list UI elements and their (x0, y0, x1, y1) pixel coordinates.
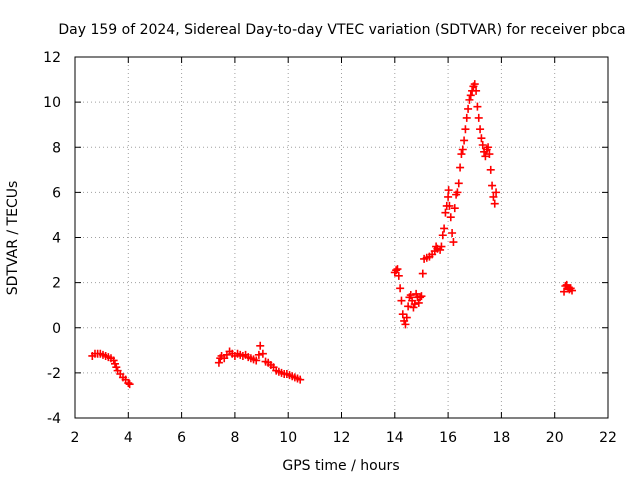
data-point (214, 358, 223, 367)
series-segment-3 (390, 80, 501, 329)
data-point (489, 192, 498, 201)
data-point (252, 356, 261, 365)
grid-lines (75, 57, 608, 418)
data-point (450, 204, 459, 213)
data-point (458, 145, 467, 154)
data-point (254, 350, 263, 359)
data-point (456, 163, 465, 172)
data-point (444, 186, 453, 195)
data-point (472, 86, 481, 95)
data-point (465, 95, 474, 104)
chart-title: Day 159 of 2024, Sidereal Day-to-day VTE… (58, 22, 625, 38)
data-point (485, 150, 494, 159)
data-point (466, 91, 475, 100)
data-point (478, 140, 487, 149)
x-tick-label: 2 (71, 430, 80, 446)
data-point (124, 379, 133, 388)
series-segment-4 (560, 280, 577, 296)
data-point (438, 231, 447, 240)
x-tick-label: 20 (546, 430, 564, 446)
data-point (474, 113, 483, 122)
x-tick-label: 16 (439, 430, 457, 446)
data-point (414, 298, 423, 307)
y-tick-label: 8 (52, 140, 61, 156)
y-tick-label: 10 (43, 95, 61, 111)
y-tick-label: 2 (52, 276, 61, 292)
x-tick-label: 18 (492, 430, 510, 446)
data-point (441, 208, 450, 217)
data-point (448, 228, 457, 237)
data-point (486, 165, 495, 174)
data-point (404, 302, 413, 311)
axis-ticks (74, 56, 609, 419)
data-point (401, 320, 410, 329)
data-point (492, 188, 501, 197)
data-point (397, 296, 406, 305)
data-point (416, 293, 425, 302)
data-point (473, 102, 482, 111)
data-points (88, 80, 577, 389)
series-segment-1 (88, 349, 134, 389)
data-point (394, 271, 403, 280)
data-point (446, 213, 455, 222)
series-segment-2 (214, 341, 305, 384)
data-point (490, 199, 499, 208)
y-axis-label: SDTVAR / TECUs (5, 181, 21, 296)
y-tick-label: 4 (52, 231, 61, 247)
data-point (454, 179, 463, 188)
data-point (392, 266, 401, 275)
data-point (296, 375, 305, 384)
data-point (488, 181, 497, 190)
x-axis-label: GPS time / hours (282, 458, 399, 474)
data-point (410, 300, 419, 309)
data-point (256, 341, 265, 350)
y-tick-label: -2 (47, 366, 61, 382)
data-point (460, 136, 469, 145)
y-tick-labels: -4 -2 0 2 4 6 8 10 12 (43, 50, 61, 427)
data-point (125, 380, 134, 389)
data-point (444, 192, 453, 201)
data-point (461, 125, 470, 134)
data-point (477, 134, 486, 143)
data-point (418, 269, 427, 278)
x-tick-label: 14 (386, 430, 404, 446)
data-point (402, 313, 411, 322)
data-point (484, 143, 493, 152)
data-point (470, 80, 479, 89)
y-tick-label: -4 (47, 411, 61, 427)
data-point (258, 349, 267, 358)
data-point (437, 242, 446, 251)
data-point (406, 291, 415, 300)
data-point (464, 104, 473, 113)
x-tick-label: 22 (599, 430, 617, 446)
data-point (476, 125, 485, 134)
data-point (453, 188, 462, 197)
data-point (440, 224, 449, 233)
x-tick-label: 8 (230, 430, 239, 446)
data-point (396, 284, 405, 293)
data-point (449, 238, 458, 247)
data-point (445, 201, 454, 210)
data-point (462, 113, 471, 122)
x-tick-labels: 2 4 6 8 10 12 14 16 18 20 22 (71, 430, 617, 446)
data-point (417, 292, 426, 301)
x-tick-label: 4 (124, 430, 133, 446)
x-tick-label: 10 (279, 430, 297, 446)
y-tick-label: 6 (52, 185, 61, 201)
data-point (568, 286, 577, 295)
x-tick-label: 12 (333, 430, 351, 446)
data-point (393, 265, 402, 274)
y-tick-label: 12 (43, 50, 61, 66)
y-tick-label: 0 (52, 321, 61, 337)
x-tick-label: 6 (177, 430, 186, 446)
data-point (457, 150, 466, 159)
